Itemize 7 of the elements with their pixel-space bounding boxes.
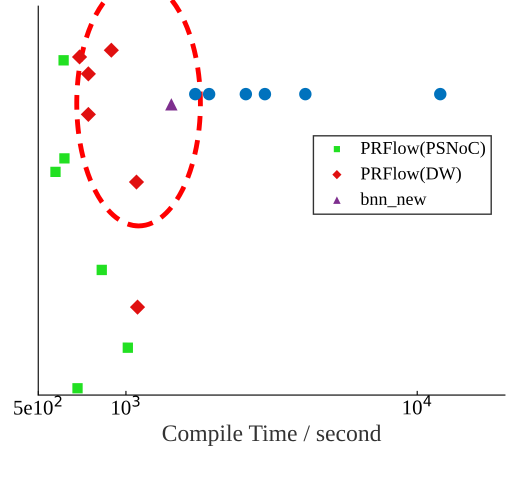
legend-label: PRFlow(DW): [360, 166, 461, 184]
legend-label: PRFlow(PSNoC): [360, 141, 485, 158]
x-tick-label: 10$^{3}$: [112, 396, 140, 415]
legend-label: bnn_new: [360, 192, 426, 208]
x-tick-label: 5e10$^{2}$: [14, 396, 62, 415]
x-tick-label: 10$^{4}$: [404, 396, 432, 414]
x-axis-title: Compile Time / second: [162, 424, 382, 446]
